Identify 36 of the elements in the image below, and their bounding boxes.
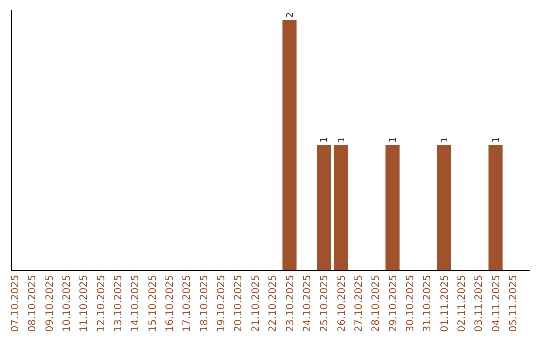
x-tick-label: 10.10.2025 (62, 275, 74, 332)
x-tick-label: 18.10.2025 (199, 275, 210, 332)
data-label: 1 (492, 137, 502, 143)
x-tick-label: 20.10.2025 (234, 275, 245, 332)
x-tick-label: 16.10.2025 (165, 275, 176, 332)
x-tick-label: 02.11.2025 (456, 275, 468, 332)
x-tick-label: 28.10.2025 (371, 275, 382, 332)
data-label: 1 (388, 137, 399, 143)
x-tick-label: 31.10.2025 (422, 275, 434, 332)
data-label: 1 (440, 137, 450, 143)
x-tick-label: 09.10.2025 (44, 275, 56, 332)
x-tick-label: 19.10.2025 (216, 275, 228, 332)
x-tick-label: 15.10.2025 (148, 275, 159, 332)
x-tick-label: 30.10.2025 (405, 275, 416, 332)
x-tick-label: 08.10.2025 (28, 275, 39, 332)
x-tick-label: 29.10.2025 (388, 275, 400, 332)
x-tick-label: 22.10.2025 (268, 275, 280, 332)
x-tick-label: 27.10.2025 (354, 275, 365, 332)
x-tick-label: 12.10.2025 (96, 275, 108, 332)
x-tick-label: 01.11.2025 (440, 275, 451, 332)
x-tick-label: 21.10.2025 (250, 275, 262, 332)
x-tick-label: 17.10.2025 (182, 275, 194, 332)
x-tick-label: 03.11.2025 (474, 275, 486, 332)
x-tick-label: 23.10.2025 (285, 275, 296, 332)
x-tick-label: 25.10.2025 (320, 275, 331, 332)
x-tick-label: 07.10.2025 (10, 275, 22, 332)
x-tick-label: 13.10.2025 (114, 275, 125, 332)
data-label: 2 (286, 12, 296, 18)
data-label: 1 (337, 137, 348, 143)
x-tick-label: 14.10.2025 (130, 275, 142, 332)
x-tick-label: 26.10.2025 (336, 275, 348, 332)
x-tick-label: 05.11.2025 (508, 275, 520, 332)
x-tick-label: 24.10.2025 (302, 275, 314, 332)
x-tick-label: 11.10.2025 (79, 275, 90, 332)
data-label: 1 (320, 137, 330, 143)
x-tick-label: 04.11.2025 (491, 275, 502, 332)
